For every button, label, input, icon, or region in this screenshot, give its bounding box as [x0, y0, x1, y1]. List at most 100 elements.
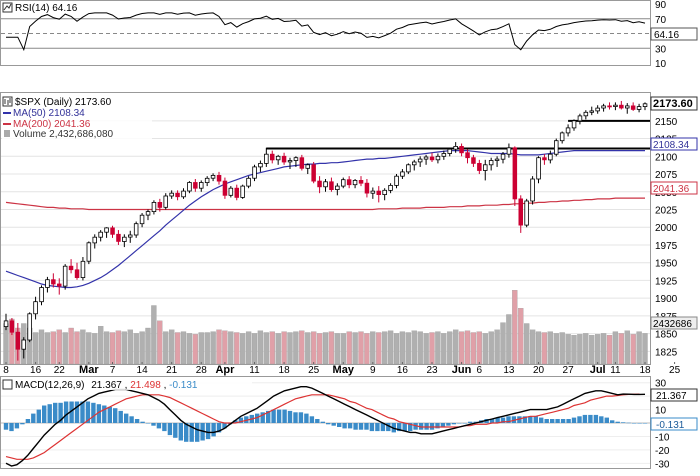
macd-hist-bar [222, 423, 227, 429]
macd-hist-bar [435, 423, 440, 429]
volume-bar [127, 329, 133, 365]
price-tick-label: 2075 [655, 170, 678, 181]
macd-title-signal: 21.498 [130, 380, 161, 391]
macd-hist-bar [271, 409, 276, 423]
price-title: $SPX (Daily) 2173.60 [15, 97, 112, 108]
candle-body [423, 156, 429, 160]
candle-body [57, 283, 62, 287]
candle-body [234, 187, 239, 198]
macd-hist-bar [539, 417, 544, 423]
macd-icon [2, 379, 13, 390]
price-tick-label: 1925 [655, 276, 678, 287]
x-axis-label: 22 [54, 365, 66, 376]
volume-bar [387, 330, 394, 365]
volume-bar [103, 331, 110, 365]
candle-body [335, 185, 340, 191]
macd-hist-bar [560, 419, 566, 423]
x-axis-label: 18 [639, 365, 651, 376]
candle-body [358, 179, 364, 184]
volume-bar [488, 331, 494, 365]
volume-bar [234, 332, 240, 365]
candle-body [240, 185, 245, 198]
x-axis-label: 6 [477, 365, 483, 376]
volume-bar [411, 330, 417, 365]
candle-body [305, 164, 310, 169]
macd-hist-bar [604, 417, 609, 423]
macd-hist-last-label-box [650, 417, 698, 431]
candle-body [252, 166, 257, 179]
macd-hist-bar [337, 423, 342, 427]
candle-body [340, 179, 346, 187]
macd-hist-bar [129, 416, 134, 423]
macd-hist-bar [293, 412, 298, 424]
rsi-icon-mark [3, 3, 12, 11]
macd-hist-bar [298, 412, 304, 424]
volume-bar [228, 331, 234, 365]
candle-body [589, 110, 595, 113]
candle-body [565, 127, 571, 134]
macd-hist-bar [124, 413, 129, 423]
volume-bar [476, 331, 482, 365]
macd-hist-bar [599, 416, 604, 423]
macd-hist-bar [178, 423, 183, 441]
x-axis-label: 13 [503, 365, 515, 376]
volume-bar [174, 332, 181, 365]
volume-bar [612, 331, 619, 365]
volume-bar [32, 332, 39, 365]
macd-hist-bar [80, 401, 85, 423]
volume-bars [3, 290, 648, 365]
price-icon-mark [4, 98, 11, 105]
candle-body [127, 234, 133, 238]
macd-hist-bar [506, 416, 511, 423]
macd-hist-bar [266, 410, 271, 423]
volume-bar [571, 335, 577, 365]
volume-bar [299, 330, 305, 365]
macd-hist-bar [113, 408, 118, 423]
macd-last-label: 21.367 [656, 391, 687, 402]
volume-bar [429, 332, 435, 365]
x-axis-label: 7 [110, 365, 116, 376]
candle-body [311, 164, 316, 182]
macd-hist-bar [25, 419, 31, 423]
candle-body [299, 157, 305, 169]
rsi-tick-label: 30 [655, 44, 667, 55]
macd-hist-bar [462, 423, 467, 424]
macd-hist-bar [167, 423, 173, 436]
macd-hist-bar [20, 423, 25, 425]
volume-bar [334, 333, 340, 365]
ma200-line [5, 197, 645, 211]
macd-hist-bar [495, 417, 500, 423]
price-tick-label: 2100 [655, 152, 678, 163]
macd-hist-bar [500, 417, 506, 423]
volume-bar [453, 329, 459, 365]
candle-body [228, 187, 234, 196]
volume-bar [358, 331, 364, 365]
ma50-last-label-box [650, 137, 698, 151]
volume-bar [163, 331, 169, 365]
rsi-gridlines [1, 18, 650, 49]
macd-hist-bar [588, 414, 593, 423]
candle-body [198, 182, 204, 189]
candle-body [210, 174, 216, 179]
macd-hist-bar [550, 419, 555, 423]
volume-bar [293, 331, 299, 365]
macd-hist-bar [326, 423, 331, 425]
macd-hist-bar [118, 410, 123, 423]
x-axis-label: May [333, 364, 355, 376]
volume-bar [180, 331, 187, 365]
macd-title-sep2: , [164, 380, 170, 391]
macd-hist-bar [582, 414, 588, 423]
candle-body [275, 155, 281, 161]
volume-bar [275, 333, 281, 365]
rsi-last-label-box [650, 27, 698, 41]
volume-bar [305, 332, 311, 365]
macd-tick-label: -20 [655, 446, 670, 457]
x-axis-label: 28 [196, 365, 208, 376]
volume-bar [417, 331, 423, 365]
macd-hist-bar [91, 402, 96, 423]
volume-bar [56, 329, 62, 365]
candle-body [382, 189, 387, 196]
volume-bar [399, 331, 406, 365]
volume-bar [553, 333, 559, 365]
macd-hist-bar [528, 416, 533, 423]
